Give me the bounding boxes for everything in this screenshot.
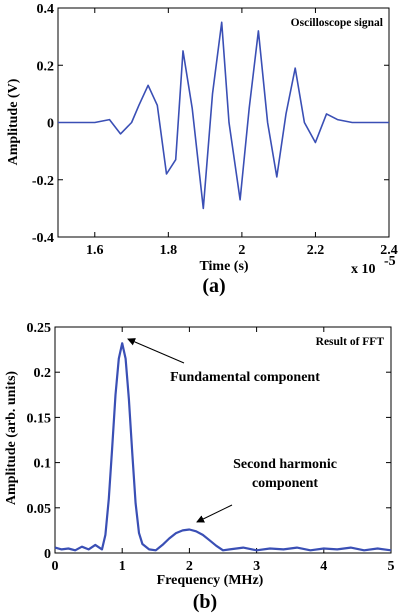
chart-a-signal-line [58,21,389,210]
chart-a-x-multiplier-exponent: -5 [384,254,396,269]
chart-b-annotation: Result of FFT [316,336,385,348]
chart-a-ytick-label: -0.4 [32,231,54,246]
chart-b-ytick-label: 0.05 [27,502,52,517]
chart-b-xtick-label: 2 [186,559,193,574]
chart-a-ytick-label: 0.4 [37,2,55,17]
panel-label-b: (b) [193,591,217,613]
second-harmonic-label-line2: component [252,476,318,491]
chart-b-ytick-label: 0.15 [27,411,52,426]
chart-b-ytick-label: 0.2 [34,366,52,381]
chart-a: 1.6 1.8 2 2.2 2.4 -0.4 -0.2 0 0.2 0.4 Oscilloscop… [6,2,398,297]
chart-a-ytick-label: 0 [47,117,54,132]
chart-b: 0 1 2 3 4 500.050.10.150.20.25 Result of FFT … [4,321,395,613]
chart-a-x-multiplier: x 10 [351,262,376,277]
chart-b-xtick-label: 3 [253,559,260,574]
chart-b-plot-frame [54,326,392,554]
fundamental-label: Fundamental component [170,370,320,385]
chart-a-annotation: Oscilloscope signal [291,17,383,29]
chart-a-ytick-label: 0.2 [37,59,55,74]
second-harmonic-arrow [196,504,233,523]
fundamental-arrow [127,338,185,364]
chart-a-ylabel: Amplitude (V) [6,78,21,165]
chart-b-ytick-label: 0 [44,547,51,562]
chart-b-ytick-label: 0.1 [34,457,52,472]
chart-b-xtick-label: 1 [119,559,126,574]
chart-b-ytick-label: 0.25 [27,321,52,336]
chart-b-fft-line [54,342,392,552]
chart-b-ylabel: Amplitude (arb. units) [4,371,19,506]
chart-a-ticks: 1.6 1.8 2 2.2 2.4 -0.4 -0.2 0 0.2 0.4 [32,2,398,258]
chart-a-xtick-label: 2.4 [380,243,398,258]
chart-a-xtick-label: 2 [238,243,245,258]
chart-a-xtick-label: 1.8 [160,243,178,258]
panel-label-a: (a) [202,275,225,297]
chart-b-xtick-label: 4 [320,559,327,574]
second-harmonic-label-line1: Second harmonic [233,457,337,472]
chart-a-ytick-label: -0.2 [32,174,54,189]
chart-a-xtick-label: 1.6 [86,243,104,258]
chart-b-xtick-label: 5 [388,559,395,574]
chart-b-ticks: 0 1 2 3 4 5 0 0.05 0.1 0.15 0.2 0.25 [27,321,395,574]
chart-b-xlabel: Frequency (MHz) [157,573,264,588]
chart-a-xtick-label: 2.2 [307,243,325,258]
chart-a-xlabel: Time (s) [199,259,248,274]
chart-b-xtick-label: 0 [52,559,59,574]
